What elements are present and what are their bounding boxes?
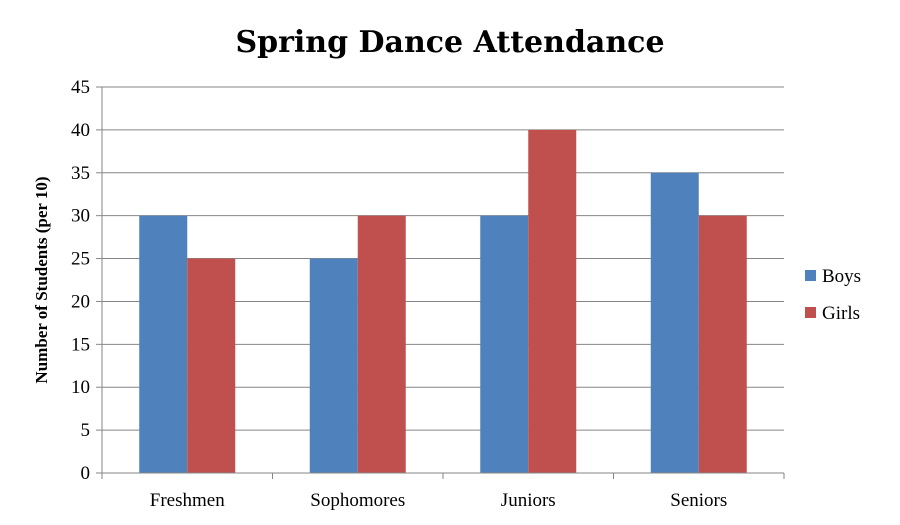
legend-label-girls: Girls — [822, 303, 860, 324]
axes — [101, 87, 785, 479]
y-tick-label: 10 — [71, 377, 90, 398]
x-tick-label: Seniors — [670, 490, 727, 511]
chart-title: Spring Dance Attendance — [235, 25, 664, 60]
bar-girls-freshmen — [187, 258, 236, 473]
bars — [139, 129, 747, 473]
bar-boys-freshmen — [139, 215, 188, 473]
y-tick-label: 20 — [71, 291, 90, 312]
bar-boys-sophomores — [309, 258, 358, 473]
y-tick-label: 25 — [71, 249, 90, 270]
bar-girls-sophomores — [357, 215, 406, 473]
legend-swatch-girls — [805, 307, 816, 318]
x-tick-label: Juniors — [501, 490, 556, 511]
x-tick-label: Freshmen — [150, 490, 225, 511]
y-tick-label: 45 — [71, 77, 90, 98]
bar-boys-seniors — [650, 172, 699, 473]
bar-girls-seniors — [698, 215, 747, 473]
y-tick-label: 0 — [81, 463, 91, 484]
y-tick-label: 15 — [71, 334, 90, 355]
y-tick-label: 35 — [71, 163, 90, 184]
x-tick-label: Sophomores — [310, 490, 405, 511]
y-tick-label: 30 — [71, 206, 90, 227]
legend-label-boys: Boys — [822, 266, 861, 287]
y-tick-label: 40 — [71, 120, 90, 141]
y-tick-label: 5 — [81, 420, 91, 441]
legend: Boys Girls — [805, 266, 861, 324]
y-axis-label: Number of Students (per 10) — [32, 176, 51, 383]
x-tick-labels: Freshmen Sophomores Juniors Seniors — [150, 490, 727, 511]
bar-boys-juniors — [480, 215, 529, 473]
legend-swatch-boys — [805, 270, 816, 281]
y-tick-labels: 0 5 10 15 20 25 30 35 40 45 — [71, 77, 90, 484]
bar-girls-juniors — [528, 129, 577, 473]
